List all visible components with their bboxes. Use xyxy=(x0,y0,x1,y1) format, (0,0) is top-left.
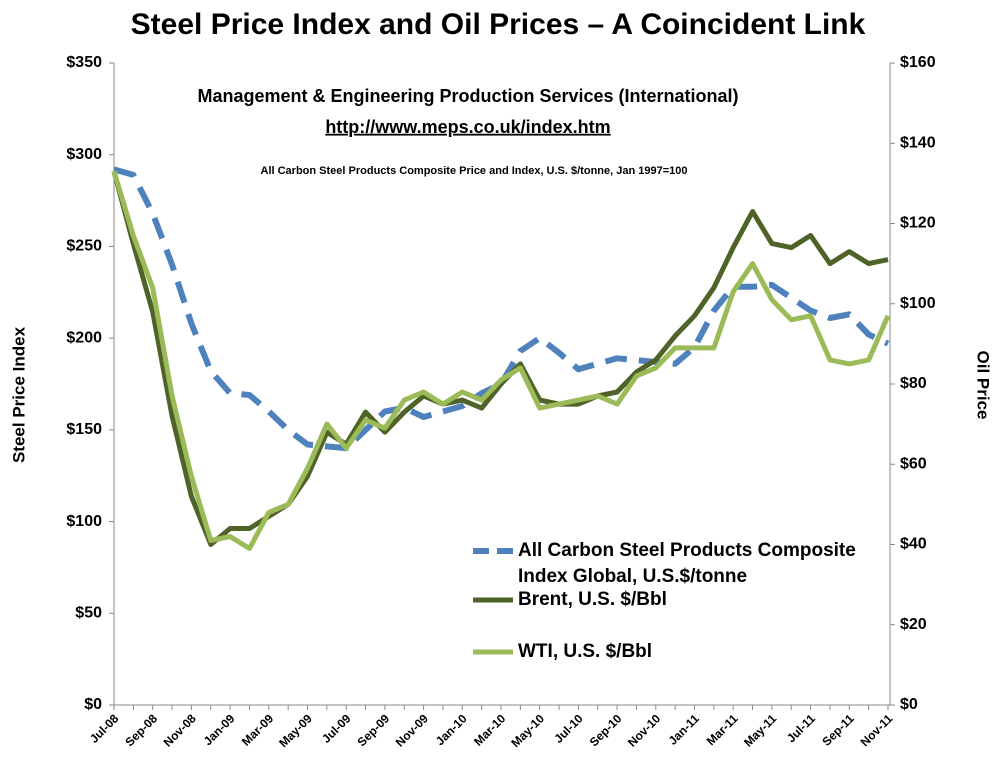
y2-tick-label: $0 xyxy=(900,696,918,713)
x-tick-label: Sep-09 xyxy=(355,711,393,749)
x-tick-label: Jul-09 xyxy=(319,711,354,746)
y-tick-label: $200 xyxy=(66,329,102,346)
y-tick-label: $50 xyxy=(75,605,102,622)
y-tick-label: $0 xyxy=(84,696,102,713)
y-tick-label: $150 xyxy=(66,421,102,438)
x-tick-label: Jul-10 xyxy=(551,711,586,746)
y-tick-label: $100 xyxy=(66,513,102,530)
x-tick-label: Sep-11 xyxy=(819,711,856,748)
legend-label: Brent, U.S. $/Bbl xyxy=(518,589,667,610)
x-tick-label: Mar-10 xyxy=(471,711,508,748)
x-tick-label: Mar-11 xyxy=(704,711,741,748)
link[interactable]: http://www.meps.co.uk/index.htm xyxy=(325,117,610,137)
x-tick-label: May-10 xyxy=(508,711,547,750)
x-tick-label: Nov-09 xyxy=(393,711,431,749)
subtitle: Management & Engineering Production Serv… xyxy=(197,86,738,106)
x-tick-label: May-09 xyxy=(276,711,315,750)
x-tick-label: Jan-10 xyxy=(433,711,470,748)
y2-tick-label: $40 xyxy=(900,536,927,553)
x-tick-label: Nov-10 xyxy=(625,711,663,749)
y-axis-label: Steel Price Index xyxy=(9,326,28,463)
x-tick-label: Jan-11 xyxy=(666,711,703,748)
x-tick-label: Jul-08 xyxy=(87,711,122,746)
x-tick-label: May-11 xyxy=(741,711,779,749)
x-tick-label: Sep-08 xyxy=(122,711,160,749)
y2-tick-label: $20 xyxy=(900,616,927,633)
legend-label: All Carbon Steel Products Composite Inde… xyxy=(518,540,856,587)
y2-tick-label: $80 xyxy=(900,375,927,392)
y2-tick-label: $100 xyxy=(900,295,936,312)
series-line xyxy=(111,170,889,547)
y2-tick-label: $160 xyxy=(900,54,936,71)
y-tick-label: $300 xyxy=(66,146,102,163)
x-tick-label: Nov-08 xyxy=(161,711,199,749)
x-tick-label: Nov-11 xyxy=(858,711,896,749)
legend-label: WTI, U.S. $/Bbl xyxy=(518,641,653,662)
x-tick-label: Sep-10 xyxy=(587,711,625,749)
y2-tick-label: $60 xyxy=(900,455,927,472)
series-line xyxy=(113,166,890,452)
series-line xyxy=(111,170,891,551)
y2-axis-label: Oil Price xyxy=(974,351,993,420)
x-tick-label: Jan-09 xyxy=(201,711,238,748)
note: All Carbon Steel Products Composite Pric… xyxy=(261,165,688,177)
chart-title: Steel Price Index and Oil Prices – A Coi… xyxy=(131,8,866,41)
x-tick-label: Mar-09 xyxy=(239,711,276,748)
y2-tick-label: $140 xyxy=(900,134,936,151)
y-tick-label: $250 xyxy=(66,238,102,255)
x-tick-label: Jul-11 xyxy=(784,711,818,745)
y2-tick-label: $120 xyxy=(900,215,936,232)
y-tick-label: $350 xyxy=(66,54,102,71)
